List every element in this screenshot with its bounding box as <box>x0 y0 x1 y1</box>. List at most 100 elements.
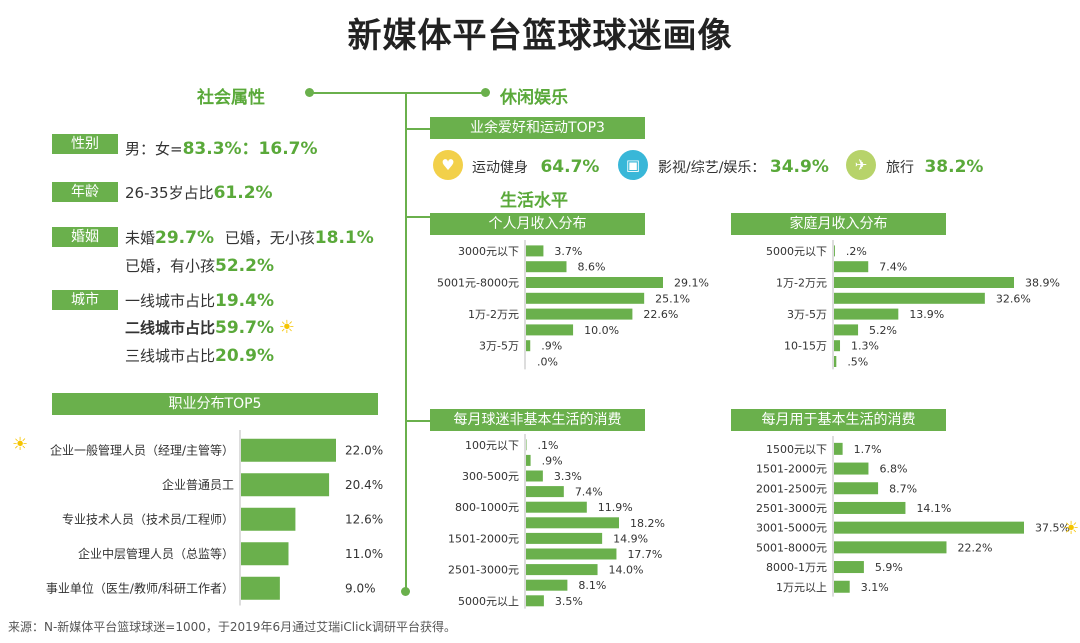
data-label: 14.0% <box>609 564 644 577</box>
connector-branch-spending <box>405 420 430 422</box>
data-label: .9% <box>541 340 562 353</box>
hobby-item-fitness: 运动健身 64.7% <box>472 157 599 177</box>
bar <box>526 532 603 544</box>
bar <box>241 473 330 497</box>
connector-branch-hobby <box>405 128 430 130</box>
marriage-unmarried-value: 29.7% <box>155 228 214 248</box>
sun-icon-basic-spending: ☀ <box>1063 518 1080 539</box>
data-label: 3.5% <box>555 595 583 608</box>
bar <box>526 439 527 451</box>
bar <box>834 501 906 514</box>
hobby-item-travel: 旅行 38.2% <box>886 157 983 177</box>
tag-marriage: 婚姻 <box>52 227 118 247</box>
age-value: 61.2% <box>213 183 273 203</box>
bar <box>834 561 864 574</box>
bar <box>526 245 544 257</box>
chart-header-basic: 每月用于基本生活的消费 <box>731 409 946 431</box>
city-tier2-text: 二线城市占比 <box>125 319 216 337</box>
gender-line: 男：女=83.3%：16.7% <box>125 134 318 159</box>
city-tier1-text: 一线城市占比 <box>125 292 216 310</box>
category-label: 1万元以上 <box>776 581 827 594</box>
connector-dot-left <box>305 88 314 97</box>
sun-icon-occupation: ☀ <box>12 434 29 455</box>
travel-icon: ✈ <box>846 150 876 180</box>
category-label: 2501-3000元 <box>448 564 519 577</box>
bar <box>834 462 869 475</box>
city-line-1: 一线城市占比19.4% <box>125 290 274 311</box>
category-label: 3万-5万 <box>479 340 519 353</box>
data-label: 17.7% <box>627 548 662 561</box>
city-tier2-value: 59.7% <box>215 318 274 338</box>
category-label: 5001-8000元 <box>756 541 827 554</box>
bar <box>526 595 544 607</box>
data-label: .0% <box>537 356 558 369</box>
category-label: 8000-1万元 <box>766 561 827 574</box>
bar <box>526 261 567 273</box>
bar <box>241 438 336 462</box>
category-label: 1501-2000元 <box>756 463 827 476</box>
bar <box>834 442 843 455</box>
city-line-2: 二线城市占比59.7% ☀ <box>125 317 295 338</box>
data-label: 20.4% <box>345 478 383 492</box>
city-tier3-text: 三线城市占比 <box>125 347 216 365</box>
data-label: 38.9% <box>1025 277 1060 290</box>
data-label: 5.9% <box>875 561 903 574</box>
city-line-3: 三线城市占比20.9% <box>125 345 274 366</box>
category-label: 3001-5000元 <box>756 522 827 535</box>
connector-vertical <box>405 93 407 591</box>
category-label: 2001-2500元 <box>756 482 827 495</box>
chart-household-income: 5000元以下 .2% 7.4% 1万-2万元 38.9% 32.6% 3万-5万 13.9%… <box>766 240 1060 370</box>
hobby-fitness-value: 64.7% <box>540 157 600 177</box>
section-living: 生活水平 <box>500 191 568 211</box>
bar <box>526 308 633 320</box>
data-label: 3.3% <box>554 470 582 483</box>
marriage-nochild-text: 已婚，无小孩 <box>224 229 315 247</box>
category-label: 2501-3000元 <box>756 502 827 515</box>
marriage-nochild-value: 18.1% <box>314 228 374 248</box>
category-label: 事业单位（医生/教师/科研工作者） <box>46 580 234 595</box>
bar <box>241 542 289 566</box>
tag-city: 城市 <box>52 290 118 310</box>
tag-age: 年龄 <box>52 182 118 202</box>
data-label: 22.0% <box>345 443 383 457</box>
tag-gender: 性别 <box>52 134 118 154</box>
category-label: 1501-2000元 <box>448 532 519 545</box>
data-label: 1.3% <box>851 340 879 353</box>
data-label: 14.1% <box>916 502 951 515</box>
bar <box>834 277 1014 288</box>
category-label: 10-15万 <box>784 340 827 353</box>
category-label: 5000元以上 <box>458 595 519 608</box>
hobby-travel-label: 旅行 <box>886 160 914 176</box>
chart-personal-income: 3000元以下 3.7% 8.6% 5001元-8000元 29.1% 25.1% 1万-2… <box>437 240 709 370</box>
data-label: 7.4% <box>575 486 603 499</box>
category-label: 1万-2万元 <box>776 277 827 290</box>
data-label: 1.7% <box>854 443 882 456</box>
data-label: 9.0% <box>345 581 376 595</box>
hobby-header: 业余爱好和运动TOP3 <box>430 117 645 139</box>
age-text: 26-35岁占比 <box>125 184 214 202</box>
bar <box>526 486 564 498</box>
city-tier3-value: 20.9% <box>215 346 274 366</box>
bar <box>526 579 568 591</box>
bar <box>834 324 859 336</box>
marriage-child-value: 52.2% <box>215 256 274 276</box>
gender-text: 男：女= <box>125 140 183 158</box>
bar <box>834 521 1024 534</box>
data-label: 18.2% <box>630 517 665 530</box>
data-label: 29.1% <box>674 277 709 290</box>
data-label: 11.9% <box>598 501 633 514</box>
category-label: 300-500元 <box>462 470 519 483</box>
sun-icon: ☀ <box>278 317 295 338</box>
data-label: 11.0% <box>345 547 383 561</box>
category-label: 5000元以下 <box>766 245 827 258</box>
hobby-travel-value: 38.2% <box>924 157 984 177</box>
data-label: 14.9% <box>613 532 648 545</box>
bar <box>834 261 869 273</box>
category-label: 1500元以下 <box>766 443 827 456</box>
page-title: 新媒体平台篮球球迷画像 <box>347 16 733 56</box>
category-label: 100元以下 <box>465 439 519 452</box>
data-label: .1% <box>538 439 559 452</box>
fitness-icon: ♥ <box>433 150 463 180</box>
data-label: .2% <box>846 245 867 258</box>
data-label: 10.0% <box>584 324 619 337</box>
